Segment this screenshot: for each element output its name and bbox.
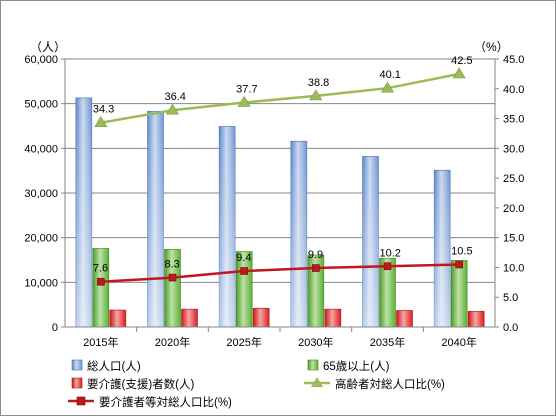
- legend-swatch: [71, 377, 83, 389]
- data-label: 40.1: [380, 69, 401, 81]
- right-tick-label: 30.0: [503, 143, 524, 155]
- square-point: [383, 262, 392, 271]
- data-label: 37.7: [236, 83, 257, 95]
- legend-swatch: [71, 359, 83, 371]
- right-tick-label: 25.0: [503, 173, 524, 185]
- legend-label: 65歳以上(人): [323, 360, 390, 373]
- left-tick-label: 50,000: [24, 99, 58, 111]
- x-category-label: 2025年: [226, 335, 261, 349]
- right-tick-label: 10.0: [503, 262, 524, 274]
- legend-label: 要介護者等対総人口比(%): [99, 395, 232, 409]
- square-point: [240, 267, 248, 275]
- square-point: [97, 277, 105, 286]
- triangle-point: [452, 67, 466, 79]
- bar: [109, 309, 127, 328]
- bar: [92, 248, 110, 328]
- triangle-point: [309, 89, 323, 101]
- legend-label: 総人口(人): [87, 359, 141, 373]
- square-point: [312, 264, 320, 272]
- right-tick-label: 0.0: [503, 322, 518, 334]
- x-category-label: 2035年: [370, 335, 405, 349]
- bar: [181, 308, 198, 328]
- data-label: 8.3: [165, 259, 180, 271]
- square-point: [168, 273, 177, 282]
- bar-highlight: [75, 97, 92, 327]
- right-tick-label: 45.0: [503, 54, 524, 66]
- legend-triangle-marker: [311, 377, 323, 387]
- left-tick-label: 20,000: [24, 233, 58, 245]
- line-group: [94, 67, 466, 286]
- bar: [324, 308, 342, 328]
- right-tick-label: 15.0: [503, 233, 524, 245]
- left-tick-label: 40,000: [24, 143, 58, 155]
- left-tick-label: 30,000: [24, 188, 58, 200]
- x-category-label: 2020年: [155, 335, 190, 349]
- gridlines: [65, 58, 495, 283]
- left-tick-label: 10,000: [24, 277, 58, 289]
- bar: [396, 310, 413, 328]
- legend-swatch: [307, 359, 319, 371]
- left-axis-unit: （人）: [30, 40, 66, 54]
- legend: 総人口(人) 65歳以上(人) 要介護(支援)者数(人) 高齢者対総人口比(%) 要介護…: [68, 359, 445, 409]
- triangle-point: [380, 81, 395, 93]
- x-axis-categories: 2015年 2020年 2025年 2030年 2035年 2040年: [83, 327, 477, 349]
- right-axis-ticks: 0.0 5.0 10.0 15.0 20.0 25.0 30.0 35.0 40.0 45.0: [495, 54, 524, 334]
- data-label: 38.8: [308, 77, 329, 89]
- data-label: 7.6: [93, 263, 108, 275]
- legend-square-marker: [76, 396, 86, 406]
- bar-highlight: [147, 111, 164, 327]
- bar: [450, 260, 468, 328]
- data-label: 10.2: [380, 247, 401, 259]
- bar: [467, 311, 485, 328]
- left-tick-label: 0: [52, 322, 58, 334]
- x-category-label: 2030年: [298, 335, 333, 349]
- left-tick-label: 60,000: [24, 54, 58, 66]
- series-line: [100, 263, 460, 283]
- bar-group: [75, 97, 485, 328]
- data-label: 9.4: [236, 252, 251, 264]
- legend-label: 要介護(支援)者数(人): [87, 377, 194, 391]
- bar-highlight: [362, 156, 379, 327]
- right-tick-label: 5.0: [503, 292, 518, 304]
- bar-highlight: [219, 126, 236, 328]
- triangle-point: [165, 103, 180, 115]
- bar: [252, 307, 270, 328]
- bar-highlight: [290, 141, 307, 327]
- right-tick-label: 20.0: [503, 203, 524, 215]
- data-label: 42.5: [451, 55, 472, 67]
- series-line: [100, 72, 460, 124]
- data-label: 34.3: [93, 104, 114, 116]
- data-label-group: 34.3 36.4 37.7 38.8 40.1 42.5 7.6 8.3 9.4 9.9 10.2…: [93, 55, 473, 275]
- right-tick-label: 35.0: [503, 114, 524, 126]
- right-axis-unit: （%）: [474, 40, 509, 54]
- legend-label: 高齢者対総人口比(%): [335, 377, 445, 391]
- data-label: 10.5: [451, 245, 472, 257]
- right-tick-label: 40.0: [503, 84, 524, 96]
- bar-highlight: [434, 170, 451, 327]
- data-label: 9.9: [308, 249, 323, 261]
- x-category-label: 2040年: [441, 335, 476, 349]
- data-label: 36.4: [165, 91, 186, 103]
- square-point: [455, 260, 463, 269]
- x-category-label: 2015年: [83, 335, 118, 349]
- left-axis-ticks: 0 10,000 20,000 30,000 40,000 50,000 60,000: [24, 54, 65, 334]
- triangle-point: [237, 95, 251, 107]
- triangle-point: [94, 116, 108, 128]
